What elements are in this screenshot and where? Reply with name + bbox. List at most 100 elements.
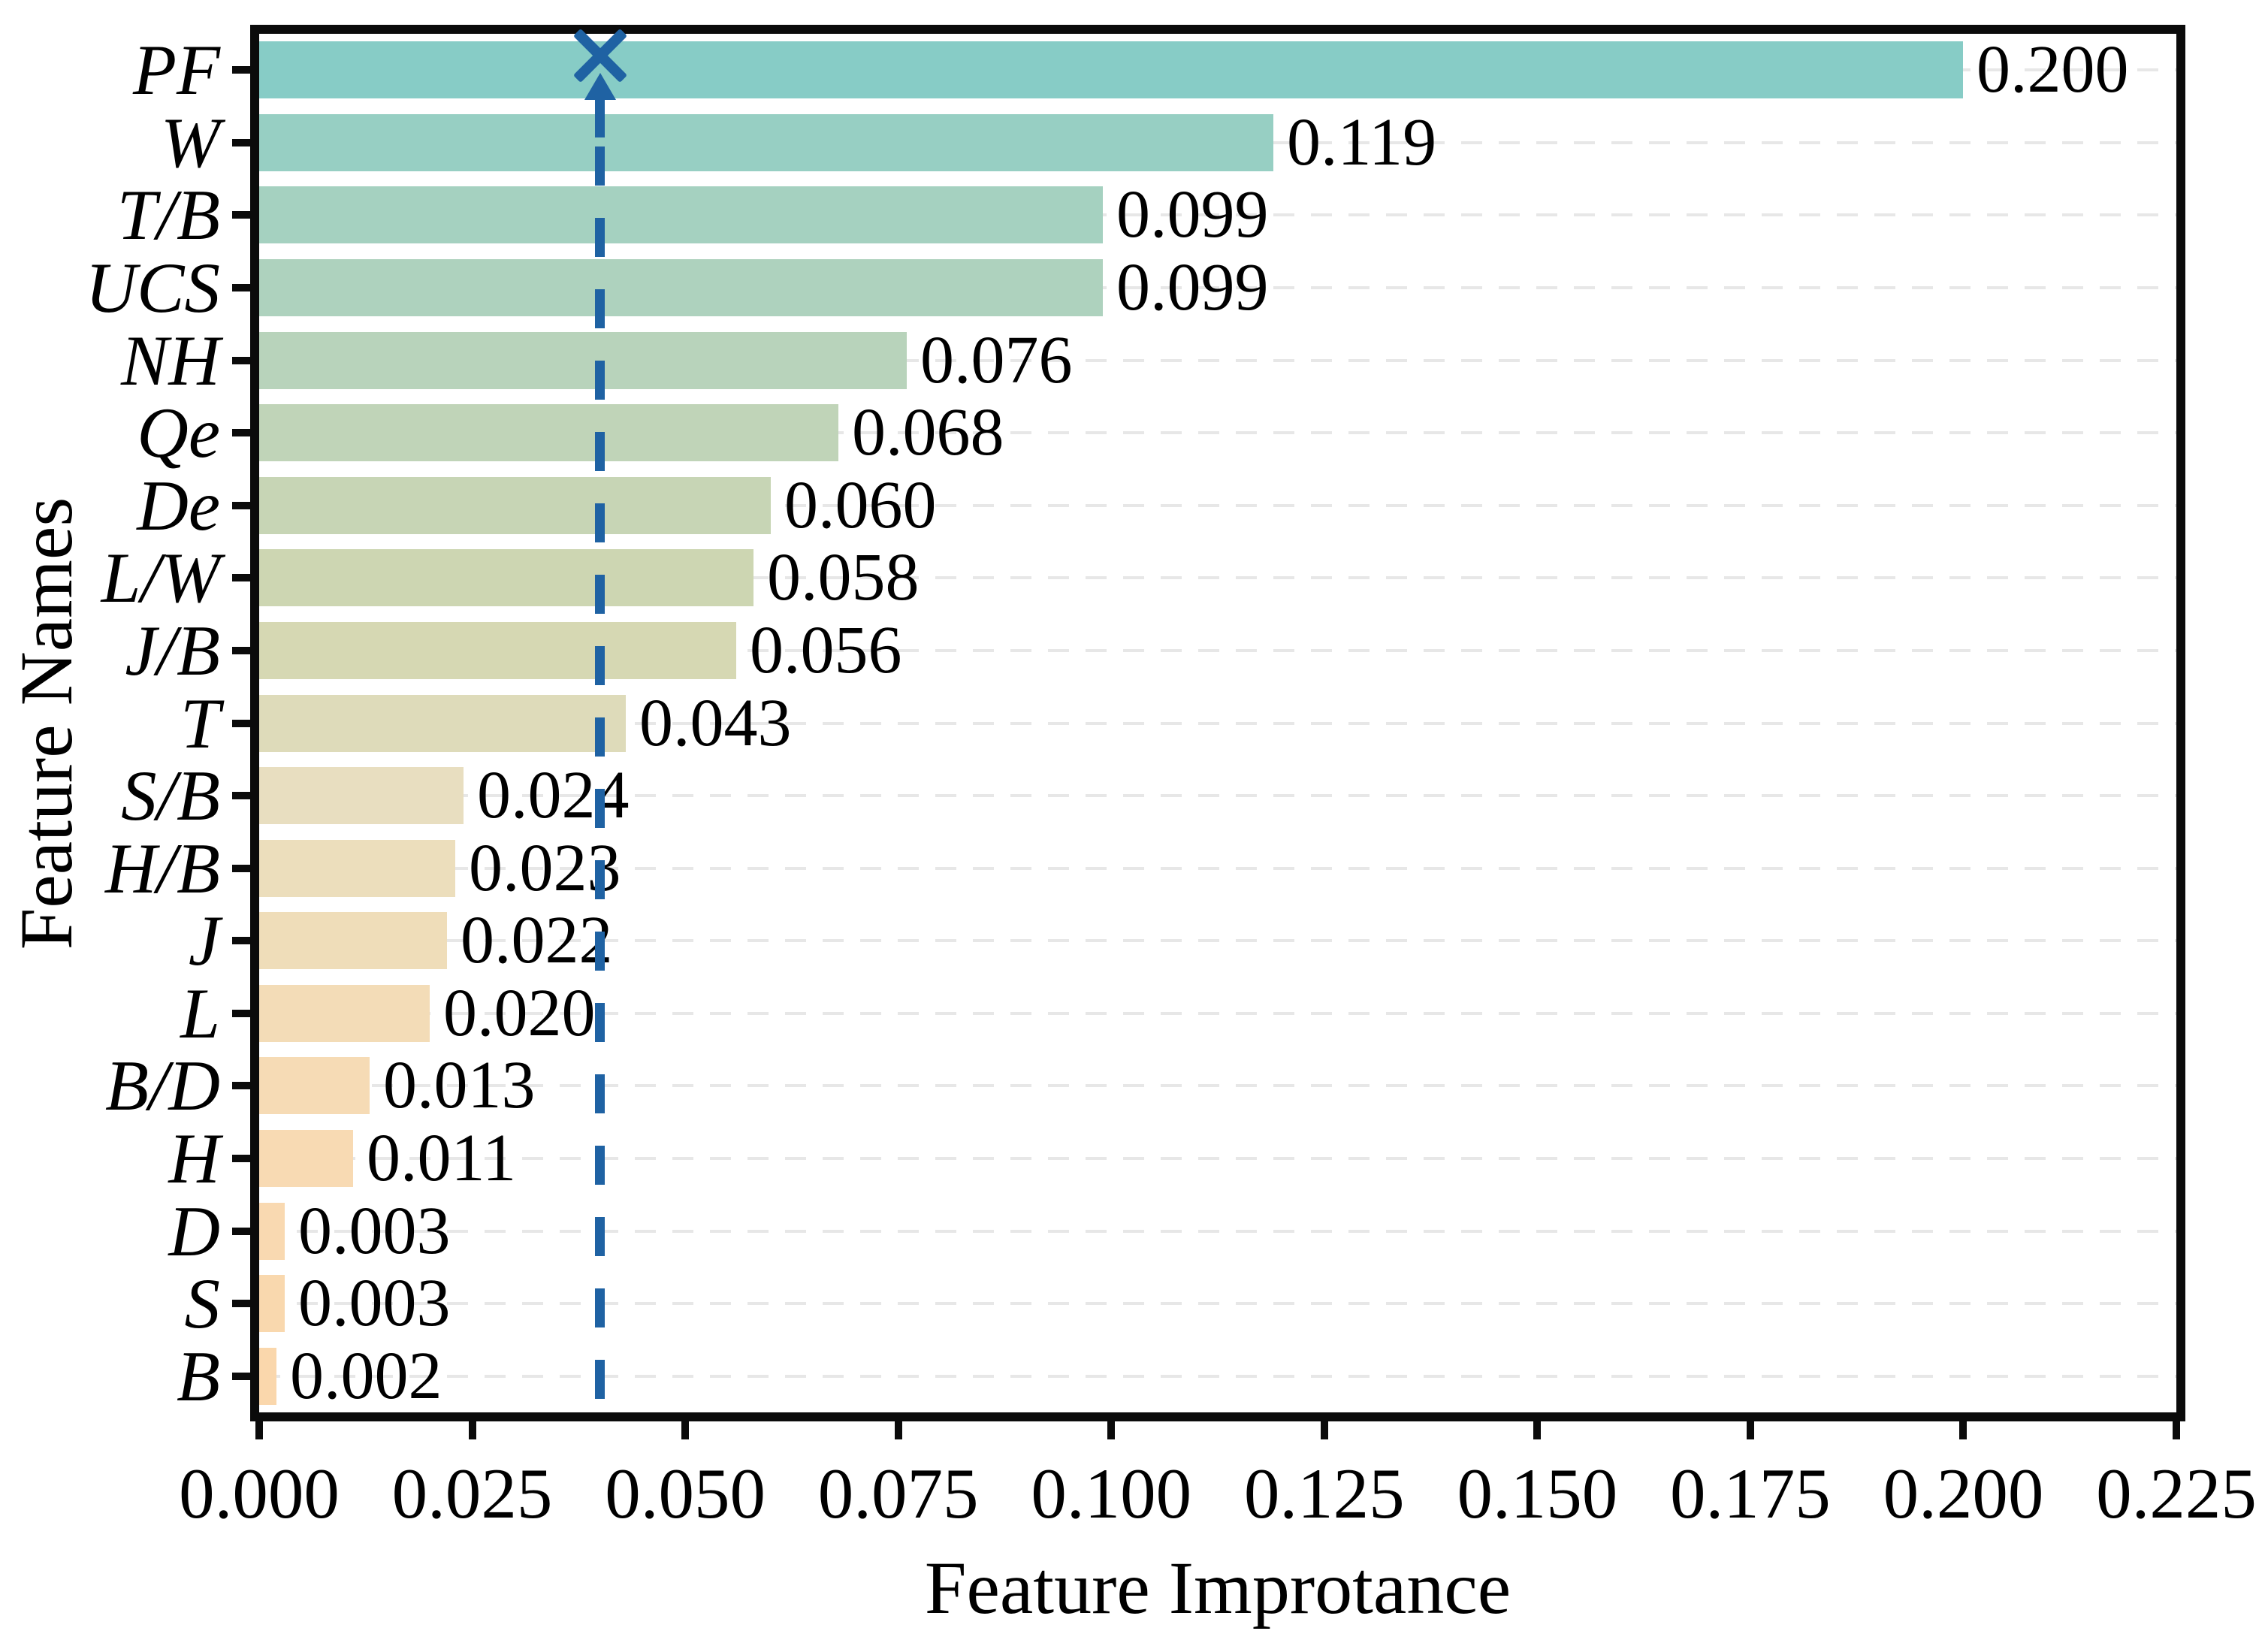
bar-value-label: 0.200 <box>1977 32 2129 107</box>
bar-UCS <box>259 259 1103 317</box>
bar-value-label: 0.003 <box>298 1193 451 1268</box>
y-tick <box>232 937 259 945</box>
bar-H/B <box>259 839 455 897</box>
bar-value-label: 0.058 <box>767 540 920 615</box>
y-tick <box>232 864 259 872</box>
x-tick <box>2173 1414 2180 1439</box>
y-tick-label: J <box>188 901 220 981</box>
y-tick <box>232 1300 259 1308</box>
gridline <box>259 648 2176 652</box>
x-tick-label: 0.075 <box>817 1454 979 1533</box>
bar-S <box>259 1275 285 1333</box>
y-tick <box>232 429 259 437</box>
gridline <box>259 431 2176 435</box>
gridline <box>259 1229 2176 1233</box>
y-tick-label: H/B <box>104 828 220 908</box>
y-tick <box>232 719 259 727</box>
bar-L <box>259 984 430 1042</box>
y-tick <box>232 646 259 654</box>
x-tick-label: 0.000 <box>179 1454 340 1533</box>
y-tick <box>232 356 259 364</box>
bar-De <box>259 476 771 534</box>
bar-W <box>259 113 1273 171</box>
y-tick-label: H <box>168 1118 220 1198</box>
x-tick-label: 0.175 <box>1670 1454 1831 1533</box>
x-tick <box>894 1414 902 1439</box>
x-tick-label: 0.150 <box>1457 1454 1618 1533</box>
bar-value-label: 0.011 <box>367 1120 517 1195</box>
y-tick <box>232 1009 259 1017</box>
x-tick-label: 0.025 <box>391 1454 553 1533</box>
x-tick <box>1320 1414 1328 1439</box>
x-tick-label: 0.100 <box>1031 1454 1192 1533</box>
bar-value-label: 0.060 <box>784 467 937 542</box>
y-tick <box>232 1154 259 1162</box>
y-tick-label: T <box>180 683 220 763</box>
x-tick <box>255 1414 263 1439</box>
gridline <box>259 1084 2176 1088</box>
bar-J/B <box>259 621 736 679</box>
x-axis-title: Feature Improtance <box>924 1546 1511 1629</box>
bar-value-label: 0.099 <box>1116 250 1269 325</box>
y-tick-label: Qe <box>137 393 220 473</box>
y-tick <box>232 66 259 74</box>
bar-value-label: 0.119 <box>1287 104 1437 180</box>
bar-value-label: 0.076 <box>920 322 1073 397</box>
y-tick <box>232 284 259 292</box>
y-tick-label: B <box>176 1336 220 1416</box>
y-tick <box>232 574 259 582</box>
y-tick-label: B/D <box>104 1046 220 1126</box>
x-tick-label: 0.125 <box>1243 1454 1405 1533</box>
gridline <box>259 1011 2176 1015</box>
y-tick-label: L <box>180 973 220 1053</box>
y-tick-label: J/B <box>125 610 220 690</box>
y-tick <box>232 1227 259 1235</box>
y-tick <box>232 138 259 146</box>
bar-J <box>259 912 447 970</box>
y-tick-label: PF <box>132 30 220 110</box>
y-tick <box>232 1372 259 1380</box>
bar-S/B <box>259 767 464 825</box>
bar-value-label: 0.013 <box>383 1048 536 1123</box>
bar-L/W <box>259 549 753 607</box>
y-tick-label: T/B <box>116 175 220 255</box>
bar-B/D <box>259 1057 370 1115</box>
y-tick <box>232 1082 259 1090</box>
arrow-shaft <box>595 94 606 137</box>
y-tick-label: W <box>160 102 220 183</box>
bar-value-label: 0.099 <box>1116 177 1269 252</box>
bar-NH <box>259 331 907 389</box>
x-tick-label: 0.200 <box>1883 1454 2044 1533</box>
y-tick-label: NH <box>121 320 220 400</box>
gridline <box>259 1156 2176 1160</box>
x-tick <box>468 1414 476 1439</box>
gridline <box>259 721 2176 725</box>
gridline <box>259 358 2176 362</box>
y-tick <box>232 211 259 219</box>
x-tick <box>1107 1414 1116 1439</box>
gridline <box>259 503 2176 507</box>
gridline <box>259 866 2176 870</box>
y-tick-label: S <box>184 1264 221 1344</box>
bar-H <box>259 1129 353 1187</box>
bar-value-label: 0.022 <box>461 903 613 978</box>
y-tick-label: D <box>168 1191 220 1271</box>
x-tick-label: 0.050 <box>605 1454 766 1533</box>
bar-value-label: 0.002 <box>290 1338 442 1413</box>
y-tick <box>232 792 259 800</box>
x-tick <box>681 1414 690 1439</box>
bar-value-label: 0.068 <box>852 395 1004 470</box>
bar-value-label: 0.056 <box>750 612 902 687</box>
gridline <box>259 1374 2176 1378</box>
gridline <box>259 213 2176 217</box>
y-tick-label: De <box>137 465 220 545</box>
bar-B <box>259 1347 276 1405</box>
y-tick <box>232 501 259 509</box>
gridline <box>259 1302 2176 1306</box>
x-tick <box>1959 1414 1968 1439</box>
gridline <box>259 576 2176 580</box>
bar-value-label: 0.003 <box>298 1266 451 1341</box>
bar-value-label: 0.024 <box>477 758 630 833</box>
x-tick-label: 0.225 <box>2096 1454 2257 1533</box>
